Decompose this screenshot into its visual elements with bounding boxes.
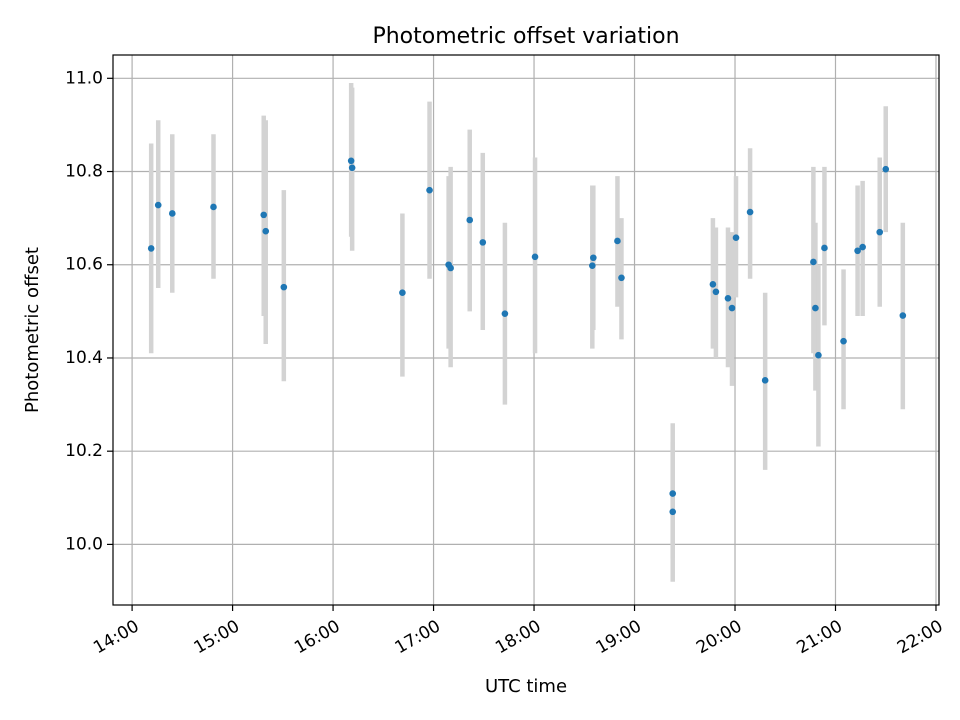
data-point — [882, 165, 890, 173]
data-point — [728, 304, 736, 312]
data-point — [501, 310, 509, 317]
data-point — [761, 377, 769, 384]
data-point — [732, 234, 740, 242]
y-tick-label: 10.2 — [65, 441, 103, 461]
y-tick-label: 10.8 — [65, 162, 103, 182]
data-point — [746, 208, 754, 216]
data-point — [614, 237, 621, 245]
data-point — [669, 490, 677, 497]
data-point — [168, 210, 176, 217]
data-point — [709, 281, 717, 288]
data-point — [821, 244, 828, 252]
data-point — [669, 508, 677, 516]
y-tick-label: 10.4 — [65, 348, 103, 368]
data-point — [810, 258, 817, 266]
data-point — [262, 227, 270, 235]
data-point — [876, 228, 884, 236]
data-point — [399, 289, 406, 297]
data-point — [899, 312, 907, 319]
data-point — [466, 216, 474, 224]
data-point — [815, 351, 822, 359]
data-point — [447, 264, 454, 272]
data-point — [426, 186, 433, 194]
y-tick-label: 10.0 — [65, 534, 103, 554]
data-point — [348, 164, 356, 172]
data-point — [840, 337, 847, 345]
chart-title: Photometric offset variation — [372, 24, 679, 49]
data-point — [589, 262, 596, 269]
data-point — [260, 211, 268, 219]
data-point — [210, 203, 217, 211]
data-point — [147, 245, 155, 252]
y-tick-label: 11.0 — [65, 68, 103, 88]
x-axis-label: UTC time — [485, 676, 567, 697]
data-points — [147, 157, 907, 516]
data-point — [812, 304, 819, 312]
data-point — [590, 254, 597, 262]
data-point — [854, 247, 861, 255]
data-point — [347, 157, 355, 165]
data-point — [531, 253, 539, 261]
data-point — [280, 283, 288, 291]
data-point — [724, 295, 732, 302]
y-axis-label: Photometric offset — [22, 247, 43, 413]
data-point — [154, 201, 162, 209]
data-point — [479, 239, 487, 246]
data-point — [712, 288, 720, 296]
y-tick-label: 10.6 — [65, 255, 103, 275]
plot-frame — [112, 54, 940, 606]
grid-layer — [113, 55, 939, 605]
data-point — [618, 274, 625, 282]
data-point — [859, 243, 866, 251]
